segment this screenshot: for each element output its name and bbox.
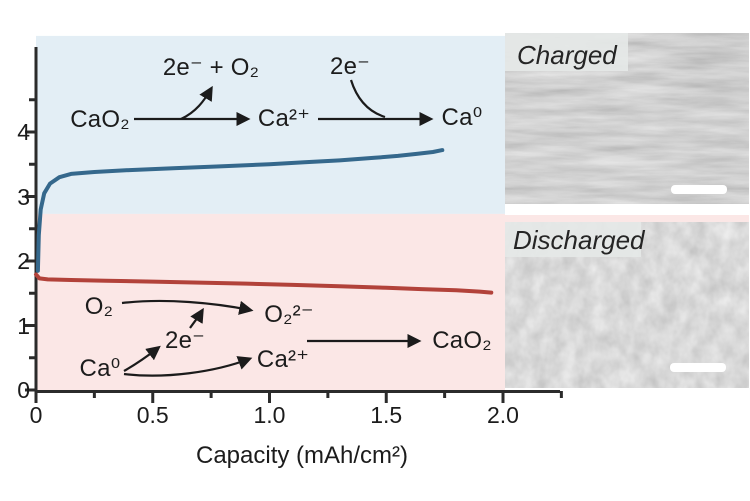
discharge-electrons-label: 2e⁻ (165, 327, 205, 354)
charge-released-label: 2e⁻ + O₂ (162, 54, 260, 81)
charge-intermediate-label: Ca²⁺ (257, 105, 311, 132)
scale-bar-charged (671, 185, 727, 194)
x-axis-title: Capacity (mAh/cm²) (195, 442, 409, 469)
discharged-label-band (505, 222, 641, 257)
x-tick-label: 0.5 (136, 402, 169, 428)
y-tick-label: 1 (17, 312, 30, 339)
discharge-region (36, 213, 505, 390)
y-tick-label: 4 (17, 119, 30, 145)
y-tick-label: 3 (17, 183, 30, 210)
discharge-region-strip (505, 215, 749, 222)
scale-bar-discharged (670, 363, 726, 372)
arrow-ca0-to-2e (123, 345, 161, 372)
arrow-2e-up (189, 307, 204, 329)
x-tick-label: 2.0 (487, 402, 519, 428)
sem-image-charged: Charged (505, 33, 749, 204)
discharge-product-label: CaO₂ (432, 327, 492, 354)
x-tick-label: 0 (29, 402, 43, 428)
discharge-calcium-ion-label: Ca²⁺ (256, 346, 310, 373)
discharge-calcium-metal-label: Ca⁰ (79, 355, 121, 382)
charge-curve (35, 148, 445, 273)
x-tick-label: 1.0 (253, 402, 286, 428)
charge-reactant-label: CaO₂ (70, 106, 130, 133)
charged-label: Charged (517, 40, 617, 70)
discharged-label: Discharged (513, 225, 645, 255)
y-tick-label: 2 (17, 248, 30, 274)
charge-product-label: Ca⁰ (441, 104, 483, 131)
arrow-2e-into-reduction (349, 79, 386, 119)
reaction-arrows (121, 79, 434, 377)
charged-label-band (505, 33, 628, 71)
discharge-curve (34, 272, 494, 295)
charge-electrons-label: 2e⁻ (330, 53, 370, 80)
discharge-oxygen-label: O₂ (84, 293, 114, 320)
arrow-ca0-to-ca2plus (123, 356, 253, 377)
arrow-o2-to-peroxide (121, 299, 254, 315)
arrow-release-2e-o2 (180, 85, 213, 120)
sem-image-discharged: Discharged (505, 222, 749, 388)
discharge-peroxide-label: O₂²⁻ (264, 301, 314, 328)
x-tick-label: 1.5 (370, 402, 403, 428)
y-tick-label: 0 (17, 377, 30, 403)
